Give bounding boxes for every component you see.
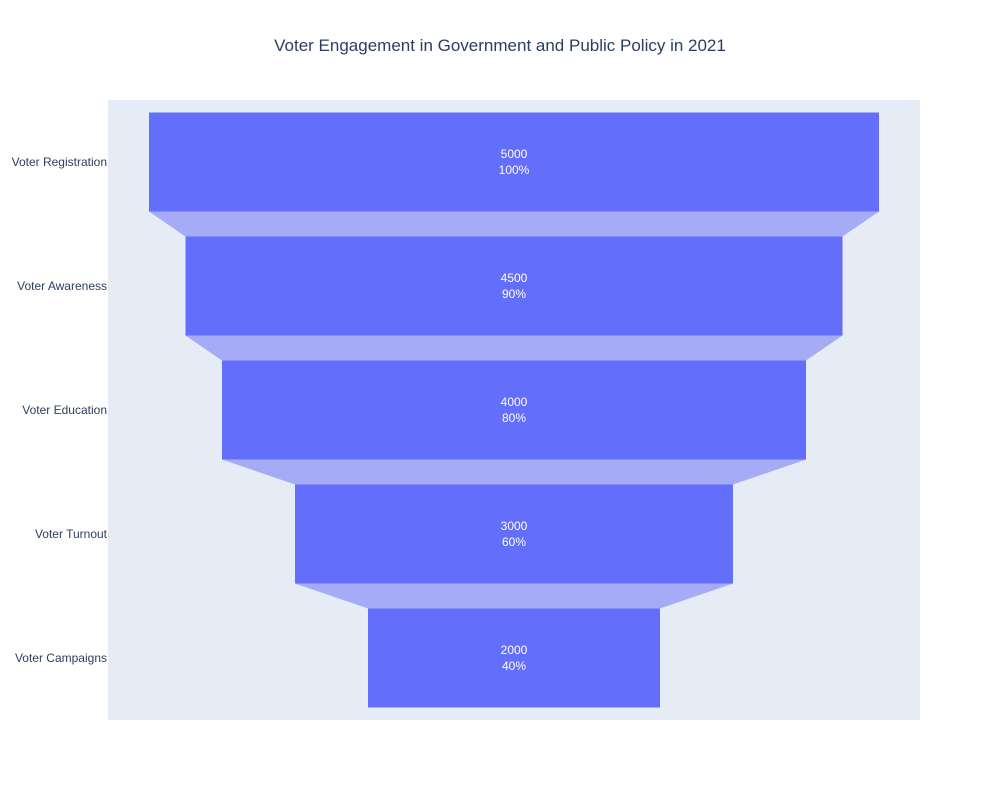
bar-value-label: 4000 [501, 395, 528, 409]
bar-percent-label: 90% [502, 287, 526, 301]
funnel-bar [222, 360, 806, 460]
bar-value-label: 2000 [501, 643, 528, 657]
funnel-bars [149, 112, 879, 708]
bar-value-label: 4500 [501, 271, 528, 285]
stage-tick-label: Voter Awareness [17, 279, 107, 293]
funnel-connector [149, 211, 879, 237]
funnel-stage-labels: Voter Registration Voter Awareness Voter E… [12, 155, 108, 665]
chart-title: Voter Engagement in Government and Publi… [274, 36, 726, 55]
funnel-connector [185, 335, 843, 361]
funnel-connectors [149, 211, 879, 609]
funnel-value-labels: 5000 100% 4500 90% 4000 80% 3000 60% 2000 40% [499, 147, 530, 673]
stage-tick-label: Voter Education [22, 403, 107, 417]
bar-percent-label: 40% [502, 659, 526, 673]
bar-value-label: 5000 [501, 147, 528, 161]
funnel-bar [368, 608, 660, 708]
bar-percent-label: 80% [502, 411, 526, 425]
stage-tick-label: Voter Campaigns [15, 651, 107, 665]
bar-percent-label: 60% [502, 535, 526, 549]
bar-value-label: 3000 [501, 519, 528, 533]
funnel-bar [149, 112, 879, 212]
funnel-bar [295, 484, 733, 584]
funnel-bar [185, 236, 843, 336]
funnel-connector [222, 459, 806, 485]
funnel-connector [295, 583, 733, 609]
stage-tick-label: Voter Turnout [35, 527, 108, 541]
stage-tick-label: Voter Registration [12, 155, 107, 169]
bar-percent-label: 100% [499, 163, 530, 177]
